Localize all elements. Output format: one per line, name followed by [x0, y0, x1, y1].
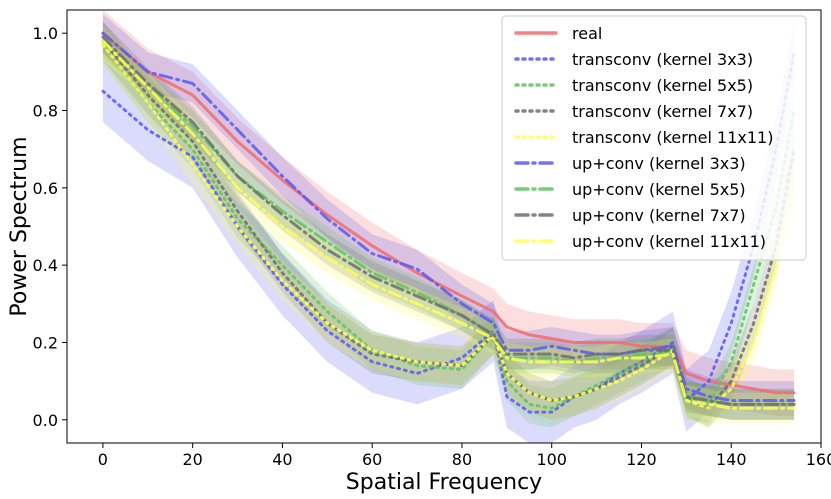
y-tick-label: 1.0 — [33, 24, 58, 43]
legend-label-1: transconv (kernel 3x3) — [572, 50, 753, 69]
y-tick-label: 0.0 — [33, 411, 58, 430]
legend: real transconv (kernel 3x3) transconv (ker… — [501, 15, 807, 261]
x-tick-label: 0 — [98, 450, 108, 469]
y-tick-label: 0.2 — [33, 333, 58, 352]
y-tick-label: 0.6 — [33, 179, 58, 198]
y-axis-ticks: 0.0 0.2 0.4 0.6 0.8 1.0 — [33, 24, 67, 430]
series-lines — [101, 31, 796, 414]
x-axis-ticks: 0 20 40 60 80 100 120 140 160 — [98, 443, 831, 469]
x-axis-label: Spatial Frequency — [346, 470, 542, 495]
x-tick-label: 20 — [182, 450, 202, 469]
legend-label-6: up+conv (kernel 5x5) — [572, 180, 746, 199]
y-tick-label: 0.8 — [33, 102, 58, 121]
line-series-0 — [101, 31, 796, 395]
x-tick-label: 100 — [536, 450, 567, 469]
x-tick-label: 80 — [452, 450, 472, 469]
legend-label-8: up+conv (kernel 11x11) — [572, 232, 766, 251]
line-series-6 — [101, 39, 796, 406]
x-tick-label: 140 — [716, 450, 747, 469]
legend-label-3: transconv (kernel 7x7) — [572, 102, 753, 121]
x-tick-label: 40 — [272, 450, 292, 469]
x-tick-label: 120 — [626, 450, 657, 469]
line-series-7 — [101, 35, 796, 406]
legend-label-0: real — [572, 24, 602, 43]
legend-label-2: transconv (kernel 5x5) — [572, 76, 753, 95]
plot-frame — [66, 9, 822, 444]
line-series-5 — [101, 31, 796, 402]
x-tick-label: 160 — [806, 450, 831, 469]
line-series-8 — [101, 39, 796, 410]
y-tick-label: 0.4 — [33, 256, 58, 275]
legend-label-5: up+conv (kernel 3x3) — [572, 154, 746, 173]
y-axis-label: Power Spectrum — [7, 136, 32, 316]
legend-box — [501, 15, 807, 261]
band-series-0 — [102, 10, 795, 416]
legend-label-4: transconv (kernel 11x11) — [572, 128, 773, 147]
x-tick-label: 60 — [362, 450, 382, 469]
legend-label-7: up+conv (kernel 7x7) — [572, 206, 746, 225]
